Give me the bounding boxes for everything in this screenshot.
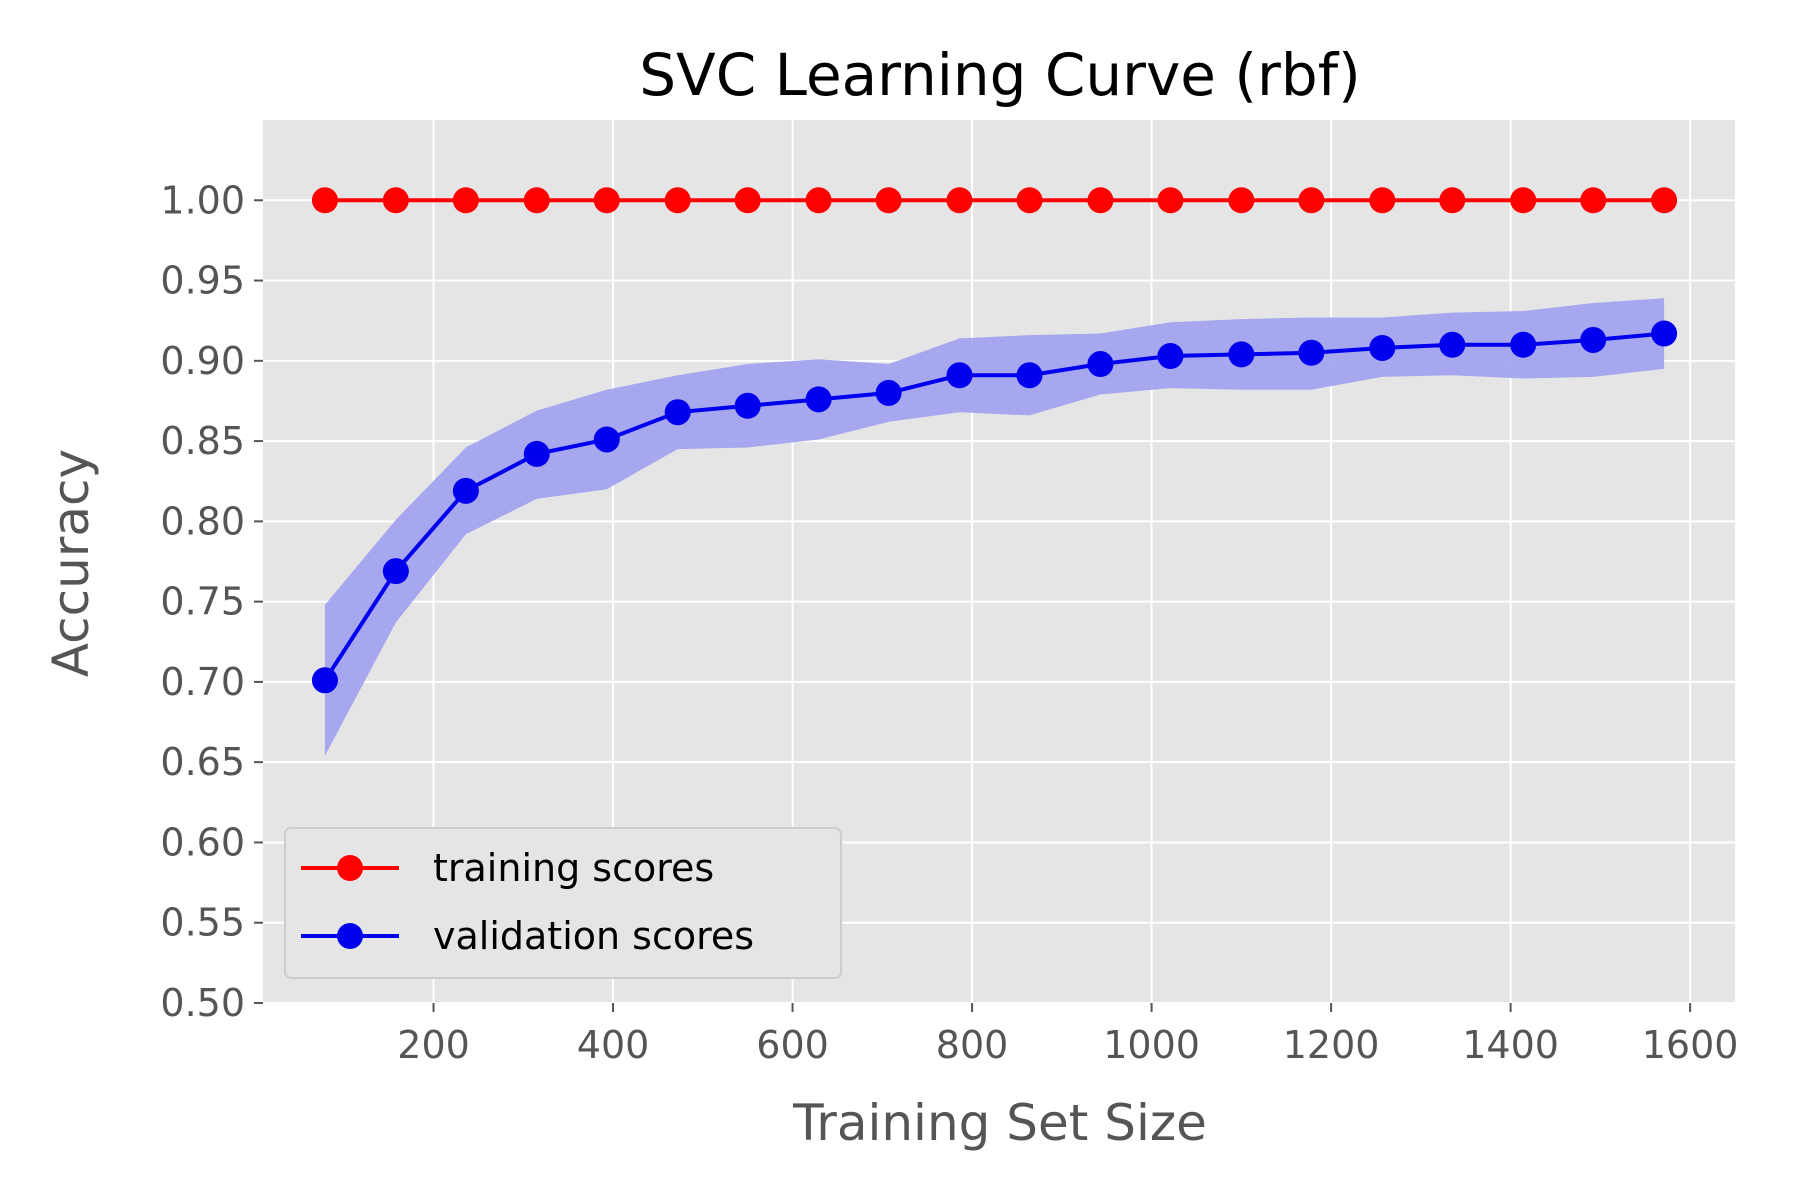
x-tick-label: 400 [577, 1023, 650, 1067]
legend-swatch-marker [337, 923, 363, 949]
data-point [1298, 187, 1325, 214]
data-point [875, 187, 902, 214]
data-point [523, 440, 550, 467]
x-tick-label: 800 [936, 1023, 1009, 1067]
data-point [1439, 187, 1466, 214]
x-tick-label: 600 [756, 1023, 829, 1067]
x-axis-ticks: 200 400 600 800 1000 1200 1400 1600 [397, 1003, 1738, 1067]
data-point [734, 187, 761, 214]
data-point [1580, 326, 1607, 353]
y-tick-label: 0.70 [160, 660, 245, 704]
data-point [311, 187, 338, 214]
data-point [1016, 362, 1043, 389]
legend: training scores validation scores [284, 827, 842, 979]
data-point [1228, 187, 1255, 214]
data-point [734, 392, 761, 419]
legend-swatch-marker [337, 855, 363, 881]
x-tick-label: 1000 [1103, 1023, 1200, 1067]
data-point [1228, 341, 1255, 368]
data-point [1087, 351, 1114, 378]
x-tick-label: 1200 [1283, 1023, 1380, 1067]
legend-label: training scores [433, 846, 714, 890]
data-point [1298, 339, 1325, 366]
y-tick-label: 0.90 [160, 339, 245, 383]
data-point [382, 558, 409, 585]
x-tick-label: 1400 [1462, 1023, 1559, 1067]
data-point [1510, 187, 1537, 214]
x-tick-label: 1600 [1642, 1023, 1739, 1067]
data-point [523, 187, 550, 214]
data-point [875, 379, 902, 406]
data-point [1016, 187, 1043, 214]
data-point [382, 187, 409, 214]
data-point [1651, 187, 1678, 214]
y-tick-label: 0.65 [160, 740, 245, 784]
data-point [452, 187, 479, 214]
data-point [946, 187, 973, 214]
data-point [1580, 187, 1607, 214]
y-tick-label: 1.00 [160, 178, 245, 222]
data-point [1439, 331, 1466, 358]
y-axis-ticks: 0.50 0.55 0.60 0.65 0.70 0.75 0.80 0.85 0.90 0.95… [160, 178, 263, 1025]
data-point [805, 187, 832, 214]
y-tick-label: 0.50 [160, 981, 245, 1025]
data-point [1087, 187, 1114, 214]
validation-band [324, 298, 1665, 756]
x-tick-label: 200 [397, 1023, 470, 1067]
data-point [593, 187, 620, 214]
y-tick-label: 0.75 [160, 580, 245, 624]
confidence-band [324, 298, 1665, 756]
data-point [664, 187, 691, 214]
y-tick-label: 0.85 [160, 419, 245, 463]
data-point [452, 477, 479, 504]
y-tick-label: 0.60 [160, 820, 245, 864]
y-tick-label: 0.55 [160, 901, 245, 945]
legend-box [284, 827, 842, 979]
y-tick-label: 0.80 [160, 499, 245, 543]
data-point [1157, 343, 1184, 370]
data-point [311, 667, 338, 694]
y-axis-label: Accuracy [42, 449, 100, 677]
y-tick-label: 0.95 [160, 259, 245, 303]
data-point [946, 362, 973, 389]
legend-label: validation scores [433, 914, 754, 958]
x-axis-label: Training Set Size [792, 1094, 1207, 1152]
data-point [1369, 187, 1396, 214]
chart-title: SVC Learning Curve (rbf) [639, 41, 1361, 109]
data-point [1157, 187, 1184, 214]
data-point [1510, 331, 1537, 358]
data-point [593, 426, 620, 453]
data-point [664, 399, 691, 426]
data-point [1369, 334, 1396, 361]
data-point [805, 386, 832, 413]
data-point [1651, 320, 1678, 347]
series-markers [311, 187, 1678, 694]
